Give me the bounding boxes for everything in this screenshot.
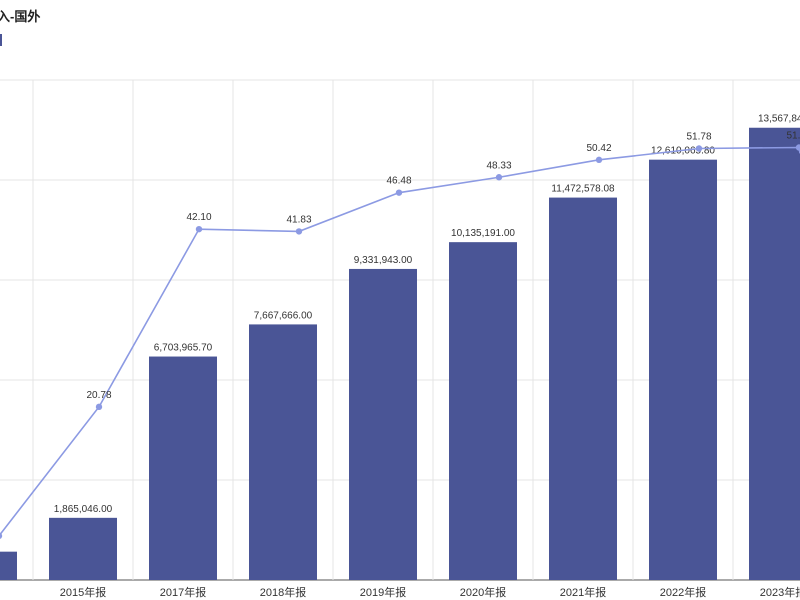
bar-7	[649, 159, 717, 580]
legend-marker	[0, 34, 2, 46]
line-label-1: 20.78	[86, 390, 111, 401]
bar-3	[249, 324, 317, 580]
bar-5	[449, 242, 517, 581]
bar-label-6: 11,472,578.08	[551, 184, 615, 195]
bar-1	[49, 517, 117, 580]
bar-label-5: 10,135,191.00	[451, 228, 515, 239]
line-label-4: 46.48	[386, 176, 411, 187]
line-label-5: 48.33	[486, 160, 511, 171]
chart-title: 入-国外	[0, 9, 41, 24]
line-label-3: 41.83	[286, 214, 311, 225]
x-tick-label-3: 2018年报	[260, 585, 306, 599]
line-point-3	[295, 228, 303, 235]
line-point-7	[695, 145, 703, 152]
line-point-8	[795, 144, 800, 151]
bar-label-2: 6,703,965.70	[154, 343, 213, 354]
bar-8	[749, 127, 800, 580]
bar-label-3: 7,667,666.00	[254, 310, 313, 321]
line-point-5	[495, 174, 503, 181]
line-label-8: 51.90	[786, 131, 800, 142]
line-point-6	[595, 156, 603, 164]
bar-label-8: 13,567,848	[758, 114, 800, 125]
line-point-4	[395, 189, 403, 196]
line-point-2	[195, 225, 203, 233]
x-tick-label-5: 2020年报	[460, 585, 506, 599]
bar-2	[149, 356, 217, 580]
line-point-0	[0, 532, 3, 539]
bar-6	[549, 197, 617, 580]
line-label-7: 51.78	[686, 132, 711, 143]
x-tick-label-8: 2023年报	[760, 585, 800, 599]
x-tick-label-6: 2021年报	[560, 585, 606, 599]
bar-4	[349, 268, 417, 580]
line-label-2: 42.10	[186, 212, 211, 223]
bar-label-4: 9,331,943.00	[354, 255, 413, 266]
x-tick-label-7: 2022年报	[660, 585, 706, 599]
line-point-1	[95, 403, 103, 411]
x-tick-label-1: 2015年报	[60, 585, 106, 599]
x-tick-label-2: 2017年报	[160, 585, 206, 599]
line-series	[0, 146, 800, 536]
line-label-6: 50.42	[586, 143, 611, 154]
bar-0	[0, 551, 17, 580]
bar-label-7: 12,610,065.80	[651, 146, 715, 157]
x-tick-label-4: 2019年报	[360, 585, 406, 599]
bar-label-1: 1,865,046.00	[54, 504, 113, 515]
